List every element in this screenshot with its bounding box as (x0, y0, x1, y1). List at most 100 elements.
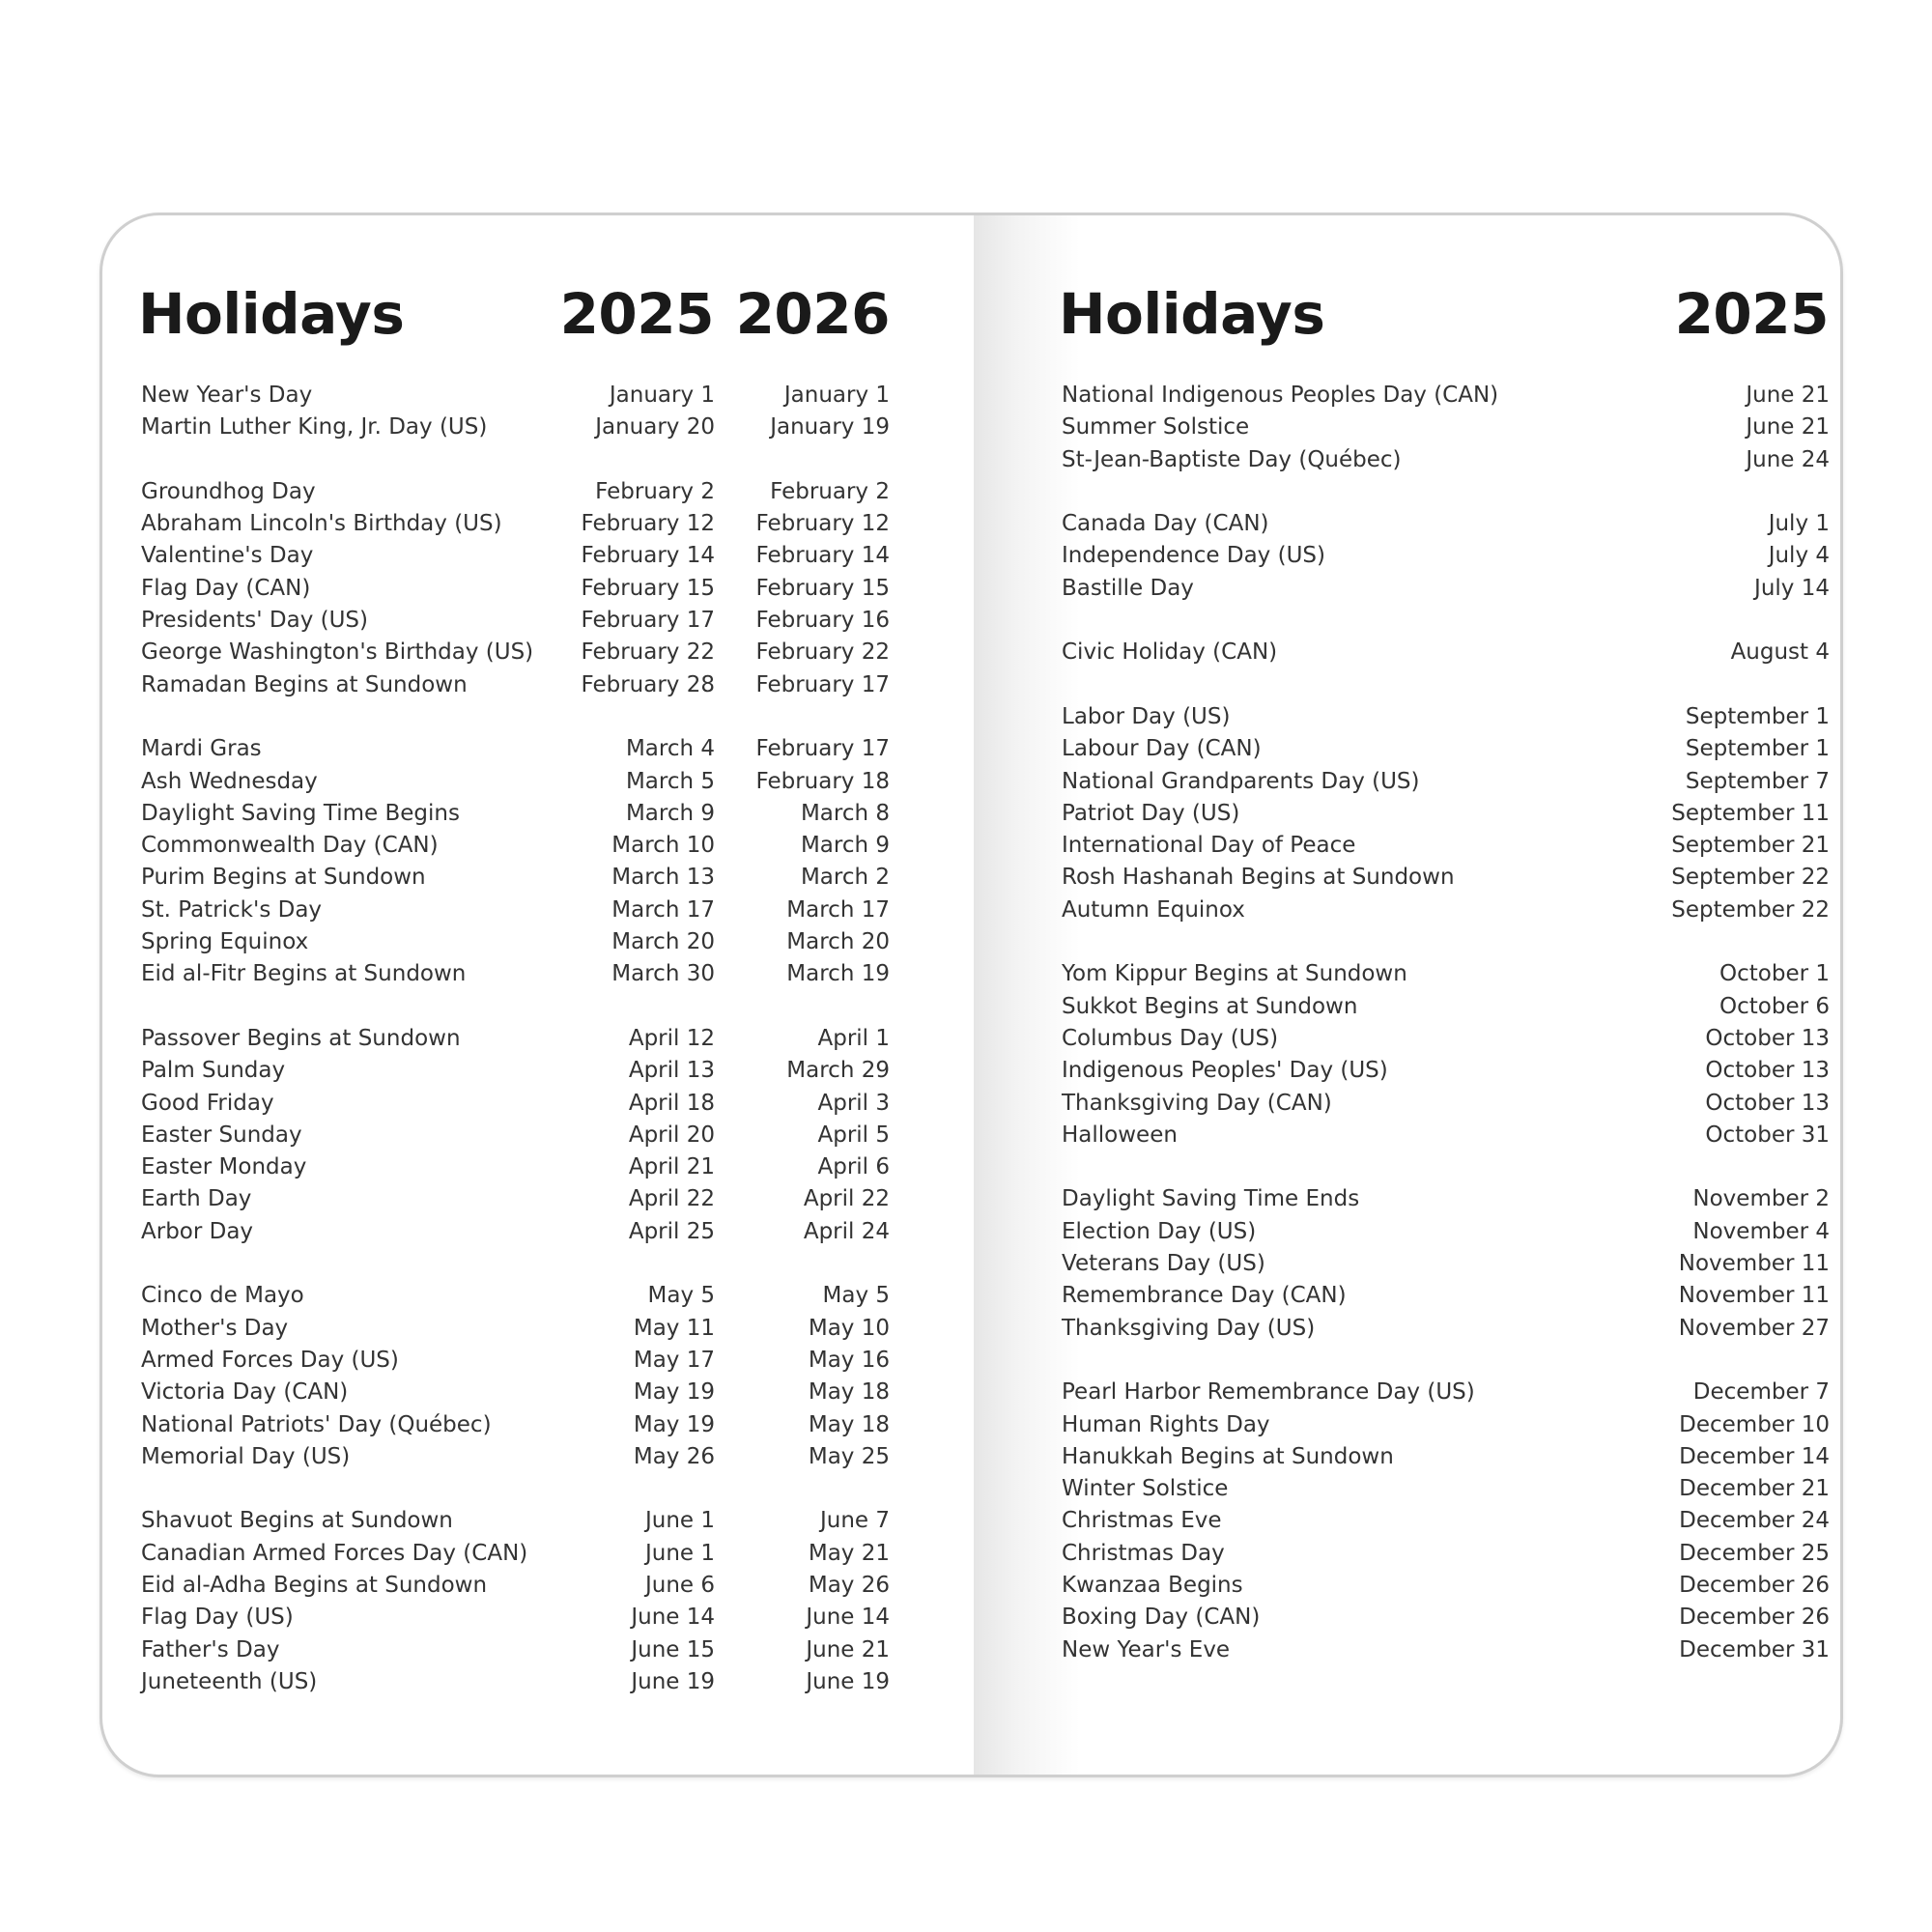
holiday-name: New Year's Eve (1062, 1636, 1231, 1662)
year-2026-heading: 2026 (1808, 281, 1840, 347)
date-2026: February 17 (755, 736, 891, 762)
date-2025: July 1 (1768, 511, 1830, 537)
holiday-name: Eid al-Fitr Begins at Sundown (141, 961, 467, 987)
holiday-name: Boxing Day (CAN) (1062, 1605, 1261, 1631)
holiday-row: Civic Holiday (CAN)August 4August 3 (1059, 637, 1830, 668)
date-2026: March 19 (786, 961, 890, 987)
date-2025: March 9 (625, 800, 715, 826)
date-2025: April 12 (628, 1025, 715, 1051)
date-2026: December 7 (1791, 1377, 1840, 1408)
holiday-name: George Washington's Birthday (US) (141, 639, 534, 666)
year-2026-heading: 2026 (735, 281, 891, 347)
date-2025: April 18 (628, 1090, 715, 1116)
holiday-name: Bastille Day (1062, 575, 1194, 601)
date-2026: December 25 (1791, 1538, 1840, 1570)
date-2026: February 15 (755, 575, 891, 601)
holiday-name: Victoria Day (CAN) (141, 1379, 349, 1406)
holiday-name: Mardi Gras (141, 736, 262, 762)
date-2026: December 24 (1791, 1505, 1840, 1537)
holiday-row: St. Patrick's Day March 17 March 17 (138, 895, 892, 926)
holiday-row: Indigenous Peoples' Day (US)October 13Oc… (1059, 1055, 1830, 1087)
date-2025: April 25 (628, 1218, 715, 1244)
holiday-name: Summer Solstice (1062, 414, 1250, 440)
holiday-row: Valentine's Day February 14 February 14 (138, 540, 892, 572)
holiday-row: Groundhog Day February 2 February 2 (138, 476, 892, 508)
holiday-name: Flag Day (CAN) (141, 575, 311, 601)
year-2025-heading: 2025 (1674, 281, 1830, 347)
date-2026: September 7 (1791, 733, 1840, 765)
date-2025: September 22 (1671, 896, 1830, 923)
date-2026: July 4 (1791, 540, 1840, 572)
date-2026: November 11 (1791, 1248, 1840, 1280)
left-page: Holidays 2025 2026 New Year's Day January… (138, 215, 892, 1775)
holiday-row: Flag Day (US) June 14 June 14 (138, 1602, 892, 1634)
holiday-name: Passover Begins at Sundown (141, 1025, 461, 1051)
holiday-name: Ash Wednesday (141, 768, 318, 794)
holiday-row: Earth Day April 22 April 22 (138, 1183, 892, 1215)
date-2025: February 14 (581, 543, 716, 569)
date-2026: May 5 (822, 1283, 891, 1309)
date-2025: November 4 (1692, 1218, 1830, 1244)
date-2025: September 7 (1685, 768, 1830, 794)
holiday-name: Daylight Saving Time Begins (141, 800, 460, 826)
date-2026: February 2 (770, 478, 890, 504)
date-2025: May 17 (633, 1347, 715, 1373)
holiday-name: Sukkot Begins at Sundown (1062, 993, 1358, 1019)
date-2026: September 23 (1791, 895, 1840, 926)
date-2025: November 27 (1678, 1315, 1830, 1341)
holiday-name: Kwanzaa Begins (1062, 1572, 1243, 1598)
date-2026: November 1 (1791, 1183, 1840, 1215)
holiday-name: Labor Day (US) (1062, 703, 1231, 729)
group-spacer (1059, 605, 1812, 637)
holiday-name: Martin Luther King, Jr. Day (US) (141, 414, 488, 440)
date-2025: April 21 (628, 1154, 715, 1180)
date-2025: December 21 (1679, 1476, 1830, 1502)
date-2026: June 19 (806, 1668, 890, 1694)
date-2025: January 1 (609, 383, 715, 408)
holiday-row: Thanksgiving Day (CAN)October 13October … (1059, 1088, 1830, 1120)
date-2026: April 6 (817, 1154, 890, 1180)
date-2026: October 12 (1791, 1055, 1840, 1087)
holiday-row: Daylight Saving Time Begins March 9 March … (138, 798, 892, 830)
date-2026: December 26 (1791, 1570, 1840, 1602)
date-2025: June 19 (631, 1668, 715, 1694)
holiday-name: Palm Sunday (141, 1058, 286, 1084)
date-2025: December 24 (1679, 1508, 1830, 1534)
date-2026: April 24 (803, 1218, 890, 1244)
holiday-row: Presidents' Day (US) February 17 February … (138, 605, 892, 637)
holiday-row: Victoria Day (CAN) May 19 May 18 (138, 1377, 892, 1408)
group-spacer (1059, 1151, 1812, 1183)
holiday-name: Rosh Hashanah Begins at Sundown (1062, 865, 1455, 891)
holiday-name: Columbus Day (US) (1062, 1025, 1279, 1051)
date-2026: June 21 (806, 1636, 890, 1662)
date-2025: May 5 (647, 1283, 716, 1309)
book-gutter (974, 215, 1080, 1775)
date-2025: October 1 (1719, 961, 1830, 987)
date-2026: February 18 (755, 768, 891, 794)
holiday-name: Shavuot Begins at Sundown (141, 1508, 453, 1534)
holiday-name: National Indigenous Peoples Day (CAN) (1062, 383, 1499, 408)
planner-spread: Holidays 2025 2026 New Year's Day January… (99, 213, 1843, 1777)
date-2025: April 22 (628, 1186, 715, 1212)
date-2026: June 7 (819, 1508, 890, 1534)
holiday-name: Remembrance Day (CAN) (1062, 1283, 1347, 1309)
date-2025: March 17 (611, 896, 715, 923)
group-spacer (138, 1248, 892, 1280)
date-2026: March 29 (786, 1058, 890, 1084)
date-2026: February 17 (755, 671, 891, 697)
date-2025: September 22 (1671, 865, 1830, 891)
holiday-name: Yom Kippur Begins at Sundown (1062, 961, 1407, 987)
holiday-name: Ramadan Begins at Sundown (141, 671, 468, 697)
holiday-row: Thanksgiving Day (US)November 27November… (1059, 1313, 1830, 1345)
date-2026: June 21 (1791, 412, 1840, 443)
holiday-row: Pearl Harbor Remembrance Day (US) Decembe… (1059, 1377, 1830, 1408)
page-title: Holidays (1059, 281, 1325, 347)
date-2025: March 5 (625, 768, 715, 794)
holiday-row: Palm Sunday April 13 March 29 (138, 1055, 892, 1087)
holiday-name: Presidents' Day (US) (141, 608, 369, 634)
holiday-list: New Year's Day January 1 January 1 Martin L… (138, 380, 892, 1698)
holiday-name: Christmas Day (1062, 1540, 1225, 1566)
